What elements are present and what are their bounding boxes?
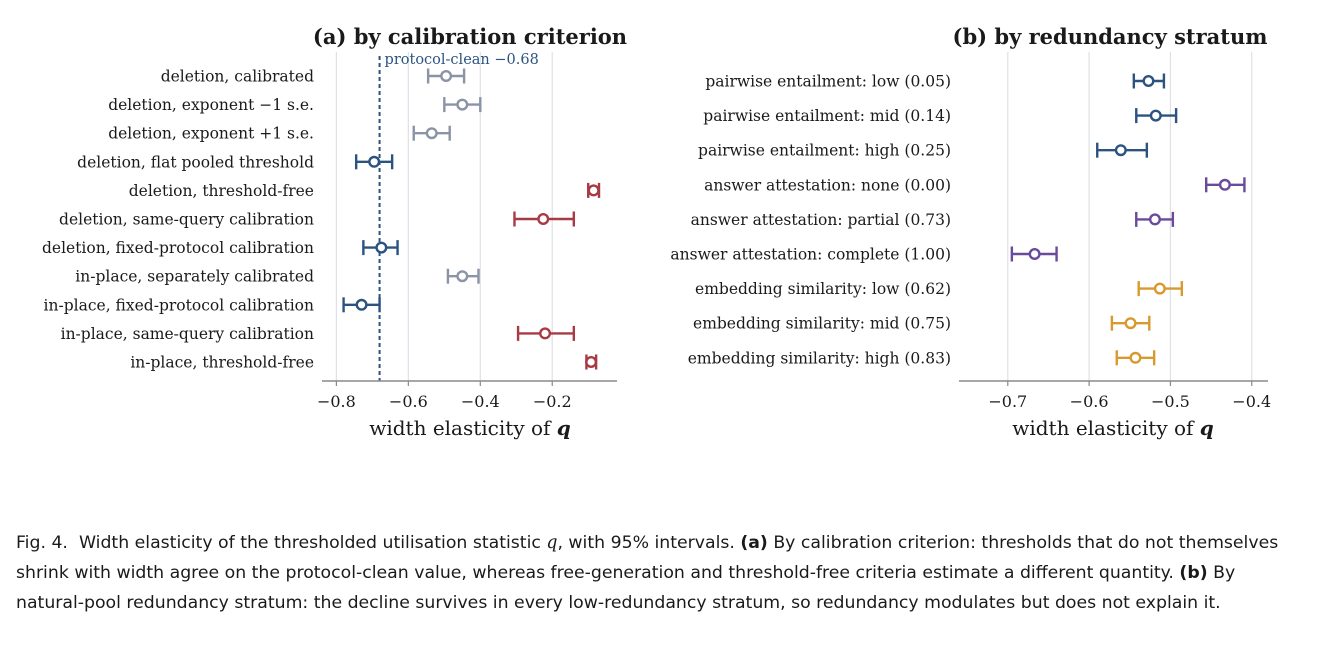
- estimate-answer-attestation-none-0-00: [1204, 177, 1246, 193]
- category-label-in-place-same-query-calibration: in-place, same-query calibration: [61, 325, 314, 343]
- category-label-pairwise-entailment-low-0-05: pairwise entailment: low (0.05): [705, 73, 951, 91]
- category-label-pairwise-entailment-mid-0-14: pairwise entailment: mid (0.14): [703, 107, 951, 125]
- estimate-deletion-fixed-protocol-calibration: [362, 240, 399, 256]
- caption-text-4: By natural-pool redundancy stratum: the …: [16, 563, 1236, 613]
- category-label-answer-attestation-partial-0-73: answer attestation: partial (0.73): [691, 211, 951, 229]
- category-label-embedding-similarity-low-0-62: embedding similarity: low (0.62): [695, 280, 951, 298]
- x-tick-label: −0.8: [317, 392, 356, 411]
- estimate-answer-attestation-partial-0-73: [1135, 211, 1175, 227]
- point-estimate: [368, 155, 381, 168]
- point-estimate: [1148, 213, 1161, 226]
- panel-b-redundancy-stratum: (b) by redundancy stratum pairwise entai…: [670, 24, 1271, 440]
- category-label-deletion-fixed-protocol-calibration: deletion, fixed-protocol calibration: [42, 239, 314, 257]
- caption-text-2: , with 95% intervals.: [557, 533, 741, 553]
- caption-variable-q: q: [546, 533, 558, 553]
- caption-part-b: (b): [1179, 563, 1208, 583]
- estimate-deletion-exponent-1-s-e: [412, 125, 451, 141]
- estimate-deletion-exponent-1-s-e: [443, 97, 482, 113]
- category-label-embedding-similarity-high-0-83: embedding similarity: high (0.83): [688, 349, 951, 367]
- estimate-embedding-similarity-low-0-62: [1137, 281, 1184, 297]
- category-label-deletion-calibrated: deletion, calibrated: [161, 68, 314, 86]
- estimate-answer-attestation-complete-1-00: [1010, 246, 1058, 262]
- category-label-deletion-same-query-calibration: deletion, same-query calibration: [59, 211, 314, 229]
- category-label-deletion-flat-pooled-threshold: deletion, flat pooled threshold: [77, 153, 314, 171]
- category-label-deletion-exponent-1-s-e: deletion, exponent −1 s.e.: [108, 96, 314, 114]
- category-label-embedding-similarity-mid-0-75: embedding similarity: mid (0.75): [693, 315, 951, 333]
- figure-chart: (a) by calibration criterion protocol-cl…: [42, 24, 1271, 440]
- point-estimate: [1218, 178, 1231, 191]
- caption-text-1: Width elasticity of the thresholded util…: [78, 533, 547, 553]
- x-tick-label: −0.6: [1070, 392, 1109, 411]
- panel-a-title: (a) by calibration criterion: [313, 24, 627, 49]
- estimate-pairwise-entailment-high-0-25: [1096, 142, 1149, 158]
- estimate-in-place-threshold-free: [585, 354, 598, 370]
- panel-b-category-labels: pairwise entailment: low (0.05) pairwise …: [670, 73, 951, 368]
- point-estimate: [1142, 74, 1155, 87]
- point-estimate: [456, 270, 469, 283]
- point-estimate: [1129, 351, 1142, 364]
- estimate-deletion-threshold-free: [587, 182, 601, 198]
- estimate-deletion-flat-pooled-threshold: [354, 154, 394, 170]
- category-label-in-place-threshold-free: in-place, threshold-free: [130, 354, 314, 372]
- caption-fig-label: Fig. 4.: [16, 533, 68, 553]
- category-label-in-place-fixed-protocol-calibration: in-place, fixed-protocol calibration: [44, 296, 314, 314]
- panel-b-marks: [1010, 73, 1246, 366]
- estimate-in-place-separately-calibrated: [446, 268, 480, 284]
- estimate-in-place-fixed-protocol-calibration: [342, 297, 381, 313]
- panel-a-x-axis-title: width elasticity of q: [369, 416, 571, 440]
- panel-b-gridlines: [1007, 52, 1253, 381]
- estimate-pairwise-entailment-low-0-05: [1132, 73, 1166, 89]
- point-estimate: [539, 327, 552, 340]
- point-estimate: [1149, 109, 1162, 122]
- point-estimate: [440, 69, 453, 82]
- panel-b-title: (b) by redundancy stratum: [953, 24, 1268, 49]
- point-estimate: [585, 356, 598, 369]
- panel-b-x-axis-title: width elasticity of q: [1012, 416, 1214, 440]
- x-tick-label: −0.2: [533, 392, 572, 411]
- caption-part-a: (a): [740, 533, 768, 553]
- panel-a-calibration-criterion: (a) by calibration criterion protocol-cl…: [42, 24, 627, 440]
- point-estimate: [1028, 247, 1041, 260]
- point-estimate: [1124, 317, 1137, 330]
- category-label-answer-attestation-none-0-00: answer attestation: none (0.00): [704, 176, 951, 194]
- point-estimate: [537, 212, 550, 225]
- category-label-answer-attestation-complete-1-00: answer attestation: complete (1.00): [670, 246, 951, 264]
- point-estimate: [587, 184, 600, 197]
- estimate-deletion-calibrated: [426, 68, 466, 84]
- category-label-deletion-threshold-free: deletion, threshold-free: [129, 182, 314, 200]
- panel-b-x-ticks: −0.7 −0.6 −0.5 −0.4: [988, 381, 1271, 411]
- point-estimate: [425, 127, 438, 140]
- x-tick-label: −0.5: [1151, 392, 1190, 411]
- point-estimate: [1153, 282, 1166, 295]
- x-tick-label: −0.6: [389, 392, 428, 411]
- panel-a-category-labels: deletion, calibrated deletion, exponent −…: [42, 68, 314, 372]
- figure-caption: Fig. 4. Width elasticity of the threshol…: [16, 528, 1306, 618]
- category-label-in-place-separately-calibrated: in-place, separately calibrated: [75, 268, 314, 286]
- x-tick-label: −0.7: [988, 392, 1027, 411]
- x-tick-label: −0.4: [461, 392, 500, 411]
- estimate-embedding-similarity-high-0-83: [1115, 350, 1156, 366]
- point-estimate: [355, 298, 368, 311]
- panel-a-marks: [342, 68, 601, 370]
- reference-line-label: protocol-clean −0.68: [385, 52, 539, 68]
- category-label-deletion-exponent-1-s-e: deletion, exponent +1 s.e.: [108, 125, 314, 143]
- point-estimate: [456, 98, 469, 111]
- estimate-embedding-similarity-mid-0-75: [1110, 315, 1151, 331]
- category-label-pairwise-entailment-high-0-25: pairwise entailment: high (0.25): [698, 142, 951, 160]
- panel-a-x-ticks: −0.8 −0.6 −0.4 −0.2: [317, 381, 572, 411]
- caption-text-3: By calibration criterion: thresholds tha…: [16, 533, 1279, 583]
- estimate-pairwise-entailment-mid-0-14: [1135, 108, 1178, 124]
- point-estimate: [1114, 144, 1127, 157]
- estimate-in-place-same-query-calibration: [516, 325, 576, 341]
- x-tick-label: −0.4: [1232, 392, 1271, 411]
- point-estimate: [375, 241, 388, 254]
- estimate-deletion-same-query-calibration: [513, 211, 576, 227]
